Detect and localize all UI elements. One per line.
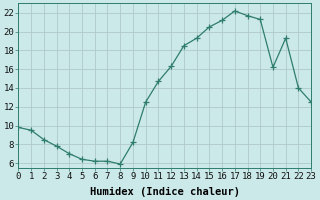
X-axis label: Humidex (Indice chaleur): Humidex (Indice chaleur) [90,186,240,197]
